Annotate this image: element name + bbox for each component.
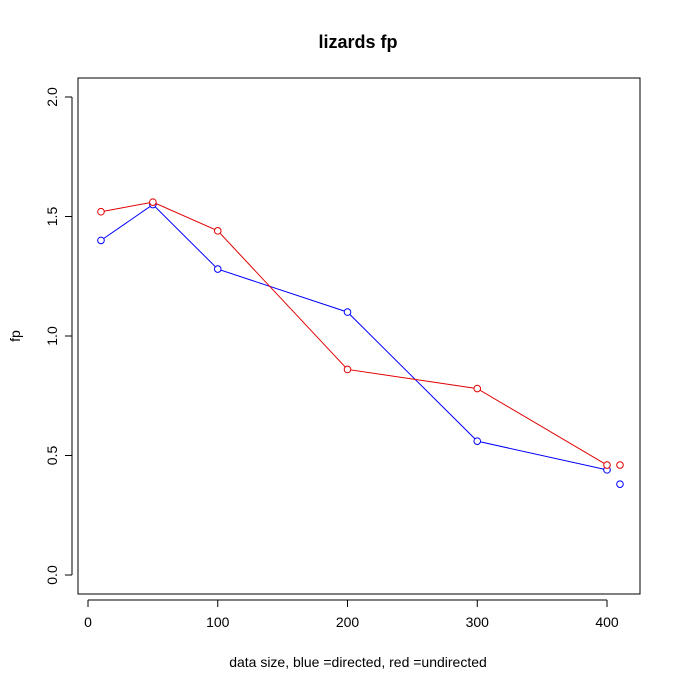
series-1-point: [97, 207, 105, 216]
x-tick-label: 300: [466, 614, 490, 630]
x-tick-label: 0: [84, 614, 92, 630]
series-1-point: [343, 365, 352, 374]
x-axis: 0 100 200 300 400: [84, 599, 619, 630]
series-0-point: [213, 265, 222, 273]
series-layer: [97, 198, 624, 488]
y-axis-label: fp: [7, 330, 23, 342]
x-axis-label: data size, blue =directed, red =undirect…: [229, 654, 487, 670]
x-tick-label: 100: [206, 614, 230, 630]
series-1-point: [149, 198, 157, 206]
series-1-point: [616, 461, 624, 469]
y-tick-label: 0.5: [44, 446, 60, 466]
series-0-point: [343, 308, 352, 316]
series-1-line: [100, 201, 608, 466]
x-tick-label: 200: [336, 614, 360, 630]
plot-frame: [77, 77, 641, 595]
series-1-point: [603, 461, 611, 469]
series-0-point: [473, 437, 482, 445]
series-0-line: [100, 203, 608, 471]
chart-title: lizards fp: [318, 32, 397, 52]
x-tick-label: 400: [595, 614, 619, 630]
y-tick-label: 1.0: [44, 326, 60, 346]
y-tick-label: 1.5: [44, 207, 60, 227]
series-0-point: [97, 236, 105, 245]
y-axis: 0.0 0.5 1.0 1.5 2.0: [44, 87, 73, 585]
y-tick-label: 2.0: [44, 87, 60, 107]
series-1-point: [473, 384, 482, 393]
series-1-point: [213, 227, 222, 235]
series-0-point: [616, 480, 624, 488]
y-tick-label: 0.0: [44, 565, 60, 585]
